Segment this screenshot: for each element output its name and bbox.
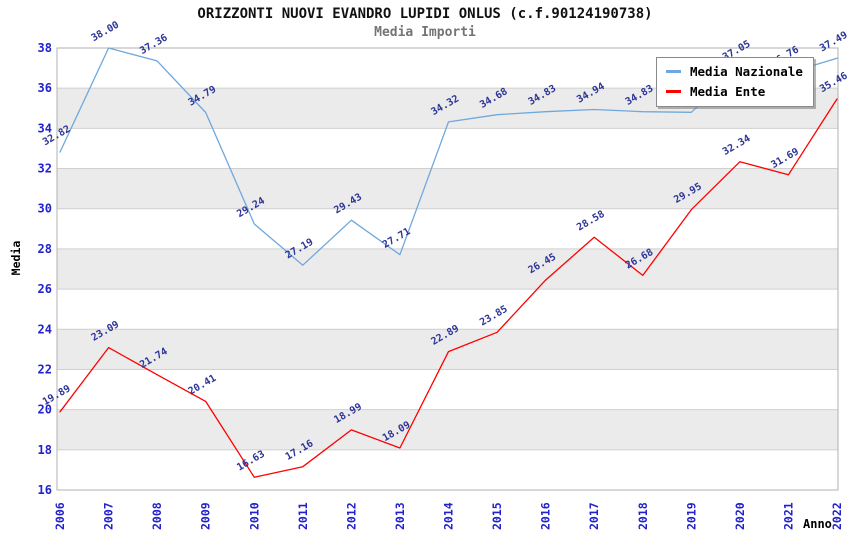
legend-label: Media Ente (690, 84, 766, 99)
y-tick-label: 22 (38, 362, 52, 376)
legend-line-swatch (666, 70, 681, 73)
legend-line-swatch (666, 90, 681, 93)
x-tick-label: 2017 (587, 502, 601, 530)
data-label: 37.36 (138, 32, 170, 57)
x-tick-label: 2020 (733, 502, 747, 530)
data-label: 28.58 (575, 209, 607, 234)
plot-band (57, 329, 838, 370)
x-tick-label: 2016 (539, 502, 553, 530)
chart-legend: Media Nazionale Media Ente (656, 57, 814, 107)
legend-item: Media Ente (666, 83, 806, 100)
data-label: 38.00 (90, 20, 122, 45)
y-tick-label: 24 (38, 322, 52, 336)
data-label: 37.49 (818, 30, 850, 55)
plot-border (56, 47, 839, 491)
x-tick-label: 2011 (296, 502, 310, 530)
y-tick-label: 30 (38, 202, 52, 216)
y-tick-label: 26 (38, 282, 52, 296)
y-tick-label: 28 (38, 242, 52, 256)
chart-subtitle: Media Importi (374, 25, 476, 40)
y-tick-label: 38 (38, 41, 52, 55)
legend-label: Media Nazionale (690, 64, 803, 79)
x-tick-label: 2009 (199, 502, 213, 530)
chart-title: ORIZZONTI NUOVI EVANDRO LUPIDI ONLUS (c.… (197, 6, 653, 22)
plot-band (57, 168, 838, 209)
legend-item: Media Nazionale (666, 63, 806, 80)
plot-band (57, 409, 838, 450)
x-tick-label: 2021 (781, 502, 795, 530)
x-tick-label: 2010 (247, 502, 261, 530)
data-label: 16.63 (235, 449, 267, 474)
x-tick-label: 2007 (102, 502, 116, 530)
y-tick-label: 32 (38, 162, 52, 176)
x-tick-label: 2015 (490, 502, 504, 530)
x-tick-label: 2022 (830, 502, 844, 530)
y-tick-label: 36 (38, 81, 52, 95)
x-axis-title: Anno (803, 517, 832, 531)
x-tick-label: 2012 (344, 502, 358, 530)
x-tick-label: 2018 (636, 502, 650, 530)
y-tick-label: 34 (38, 121, 52, 135)
data-label: 31.69 (769, 146, 801, 171)
plot-band (57, 248, 838, 290)
x-tick-label: 2013 (393, 502, 407, 530)
series-line-media-ente (59, 98, 838, 478)
x-tick-label: 2008 (150, 502, 164, 530)
data-label: 32.34 (721, 133, 753, 158)
y-tick-label: 16 (38, 483, 52, 497)
y-tick-label: 18 (38, 443, 52, 457)
x-tick-label: 2006 (53, 502, 67, 530)
data-label: 20.41 (187, 373, 219, 398)
x-tick-label: 2014 (442, 502, 456, 530)
y-tick-label: 20 (38, 403, 52, 417)
y-axis-title: Media (9, 241, 23, 276)
data-label: 27.71 (381, 226, 413, 251)
x-tick-label: 2019 (684, 502, 698, 530)
